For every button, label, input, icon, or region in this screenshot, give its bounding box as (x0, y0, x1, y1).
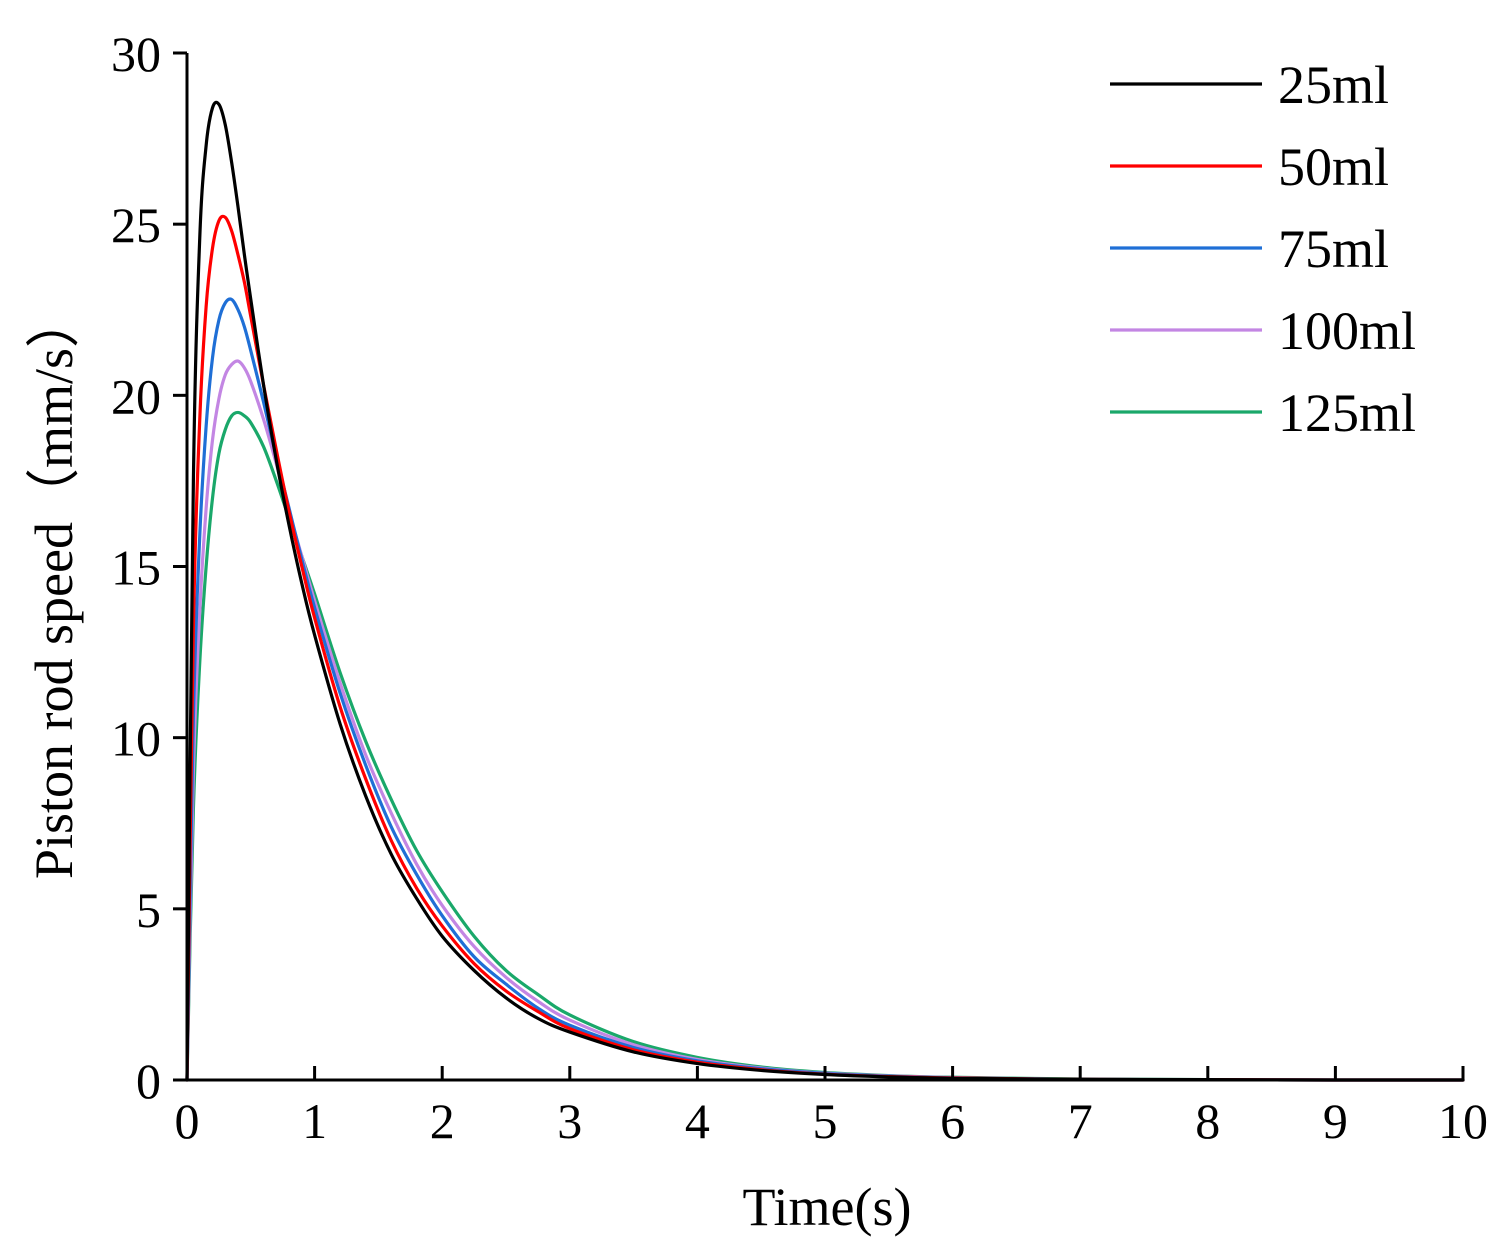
ticks-layer: 0 1 2 3 4 5 6 7 8 9 10 0 5 10 15 20 25 30 (111, 26, 1488, 1149)
y-tick-label: 25 (111, 197, 161, 253)
x-axis-title: Time(s) (742, 1177, 911, 1237)
legend-label: 25ml (1278, 55, 1389, 115)
y-axis-title: Piston rod speed（mm/s） (24, 294, 84, 879)
x-tick-label: 1 (302, 1093, 327, 1149)
y-tick-label: 30 (111, 26, 161, 82)
legend-label: 125ml (1278, 383, 1416, 443)
series-layer (185, 100, 1465, 1082)
series-line-75ml (185, 297, 1465, 1082)
axes-layer (185, 53, 1463, 1082)
x-tick-label: 0 (175, 1093, 200, 1149)
y-tick-label: 0 (136, 1053, 161, 1109)
y-tick-label: 10 (111, 711, 161, 767)
legend-label: 75ml (1278, 219, 1389, 279)
x-tick-label: 9 (1323, 1093, 1348, 1149)
legend-label: 100ml (1278, 301, 1416, 361)
series-line-25ml (185, 100, 1465, 1082)
x-tick-label: 4 (685, 1093, 710, 1149)
series-line-125ml (185, 410, 1465, 1082)
series-line-50ml (185, 214, 1465, 1082)
x-tick-label: 6 (940, 1093, 965, 1149)
y-tick-label: 5 (136, 882, 161, 938)
x-tick-label: 7 (1068, 1093, 1093, 1149)
legend: 25ml 50ml 75ml 100ml 125ml (1110, 55, 1416, 443)
x-tick-label: 3 (557, 1093, 582, 1149)
series-line-100ml (185, 359, 1465, 1082)
x-tick-label: 2 (430, 1093, 455, 1149)
y-tick-label: 15 (111, 540, 161, 596)
x-tick-label: 8 (1195, 1093, 1220, 1149)
x-tick-label: 10 (1438, 1093, 1488, 1149)
legend-label: 50ml (1278, 137, 1389, 197)
x-tick-label: 5 (813, 1093, 838, 1149)
y-tick-label: 20 (111, 368, 161, 424)
